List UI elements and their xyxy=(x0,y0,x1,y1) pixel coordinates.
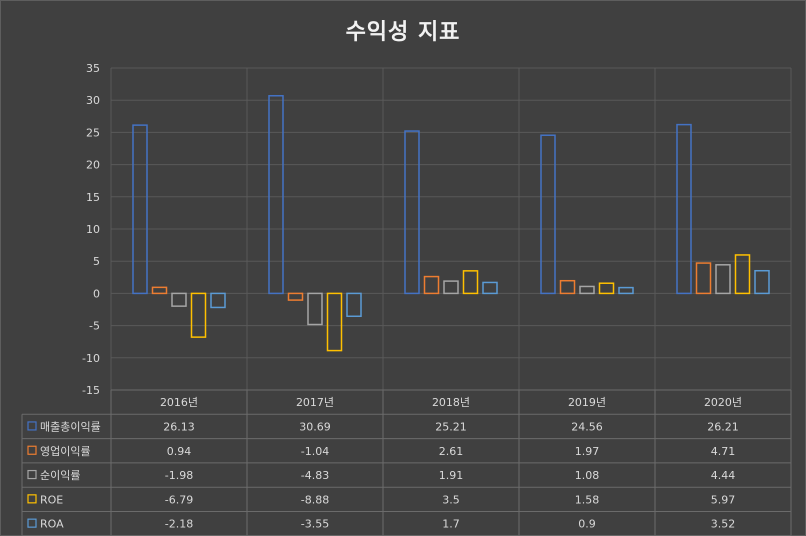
bar xyxy=(326,292,343,352)
legend-label: 영업이익률 xyxy=(40,445,91,458)
table-value-cell: 3.5 xyxy=(442,493,460,506)
bar xyxy=(171,292,187,307)
bar xyxy=(151,286,168,295)
table-value-cell: 26.21 xyxy=(707,420,739,433)
y-tick-label: 5 xyxy=(93,255,100,268)
bar xyxy=(676,123,692,295)
table-value-cell: 24.56 xyxy=(571,420,603,433)
bar xyxy=(423,275,440,295)
y-tick-label: 20 xyxy=(86,159,100,172)
bar xyxy=(307,292,323,326)
bar xyxy=(734,254,751,295)
y-tick-label: -5 xyxy=(89,320,100,333)
table-value-cell: 3.52 xyxy=(711,518,736,531)
table-value-cell: 0.9 xyxy=(578,518,596,531)
bar xyxy=(268,95,284,295)
bar xyxy=(210,292,226,309)
bar xyxy=(190,292,207,338)
table-header-cell: 2018년 xyxy=(432,396,470,409)
legend-label: 순이익률 xyxy=(40,469,80,482)
y-tick-label: 35 xyxy=(86,62,100,75)
table-value-cell: 1.97 xyxy=(575,445,600,458)
table-value-cell: 1.08 xyxy=(575,469,600,482)
chart-title: 수익성 지표 xyxy=(345,20,461,45)
table-value-cell: 4.71 xyxy=(711,445,736,458)
bar xyxy=(559,279,576,295)
table-value-cell: -1.04 xyxy=(301,445,329,458)
table-value-cell: 0.94 xyxy=(167,445,192,458)
bar xyxy=(404,130,420,295)
table-value-cell: 26.13 xyxy=(163,420,195,433)
legend-label: ROE xyxy=(40,493,63,506)
bar xyxy=(598,282,615,295)
table-value-cell: 25.21 xyxy=(435,420,467,433)
legend-key xyxy=(27,421,37,431)
y-tick-label: 0 xyxy=(93,287,100,300)
legend-label: ROA xyxy=(40,518,64,531)
table-value-cell: -8.88 xyxy=(301,493,329,506)
y-tick-label: -10 xyxy=(82,352,100,365)
table-value-cell: -4.83 xyxy=(301,469,329,482)
bar xyxy=(287,292,304,301)
table-value-cell: 30.69 xyxy=(299,420,331,433)
legend-key xyxy=(27,518,37,528)
table-value-cell: -2.18 xyxy=(165,518,193,531)
y-tick-label: 25 xyxy=(86,126,100,139)
table-value-cell: 2.61 xyxy=(439,445,464,458)
y-tick-label: 15 xyxy=(86,191,100,204)
y-tick-label: 10 xyxy=(86,223,100,236)
legend-key xyxy=(27,494,37,504)
table-value-cell: -6.79 xyxy=(165,493,193,506)
table-header-cell: 2020년 xyxy=(704,396,742,409)
table-value-cell: 1.91 xyxy=(439,469,464,482)
table-value-cell: 4.44 xyxy=(711,469,736,482)
legend-key xyxy=(27,445,37,455)
legend-key xyxy=(27,469,37,480)
bar xyxy=(579,285,595,295)
table-header-cell: 2016년 xyxy=(160,396,198,409)
table-header-cell: 2017년 xyxy=(296,396,334,409)
bar xyxy=(695,262,712,295)
table-value-cell: -1.98 xyxy=(165,469,193,482)
bar xyxy=(482,281,498,295)
bar xyxy=(754,269,770,295)
table-value-cell: 1.58 xyxy=(575,493,600,506)
bar xyxy=(462,270,479,295)
bar xyxy=(132,124,148,295)
y-tick-label: 30 xyxy=(86,94,100,107)
y-tick-label: -15 xyxy=(82,384,100,397)
bar xyxy=(540,134,556,295)
bar xyxy=(715,264,731,295)
table-value-cell: -3.55 xyxy=(301,518,329,531)
table-value-cell: 1.7 xyxy=(442,518,460,531)
bar xyxy=(618,286,634,295)
table-value-cell: 5.97 xyxy=(711,493,736,506)
bar xyxy=(346,292,362,318)
bar xyxy=(443,280,459,295)
table-header-cell: 2019년 xyxy=(568,396,606,409)
legend-label: 매출총이익률 xyxy=(40,420,101,433)
